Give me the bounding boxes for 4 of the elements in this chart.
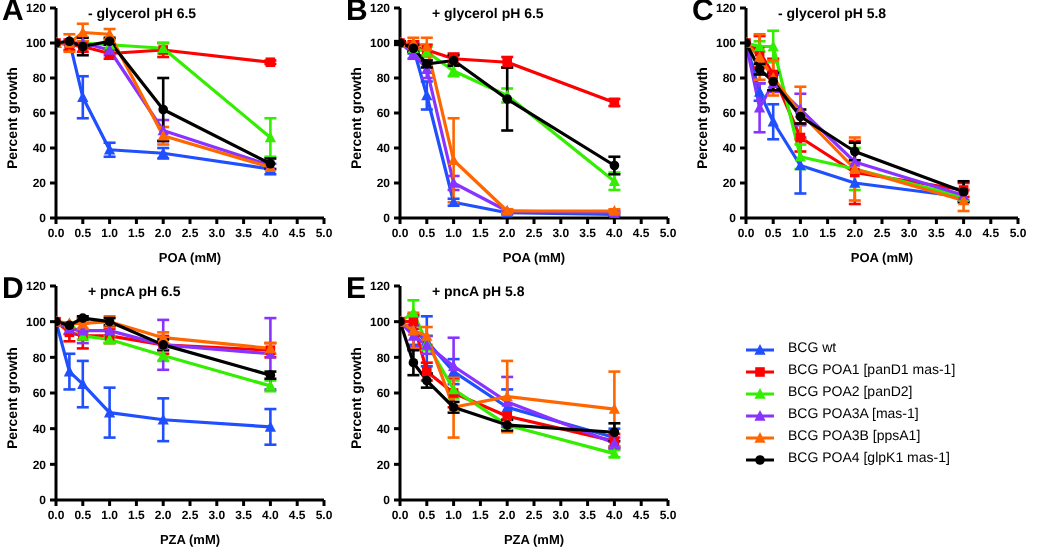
chart-title: B [346, 0, 368, 28]
chart-title: E [346, 272, 367, 306]
chart-title: D [2, 272, 24, 306]
chart-title: A [2, 0, 24, 28]
